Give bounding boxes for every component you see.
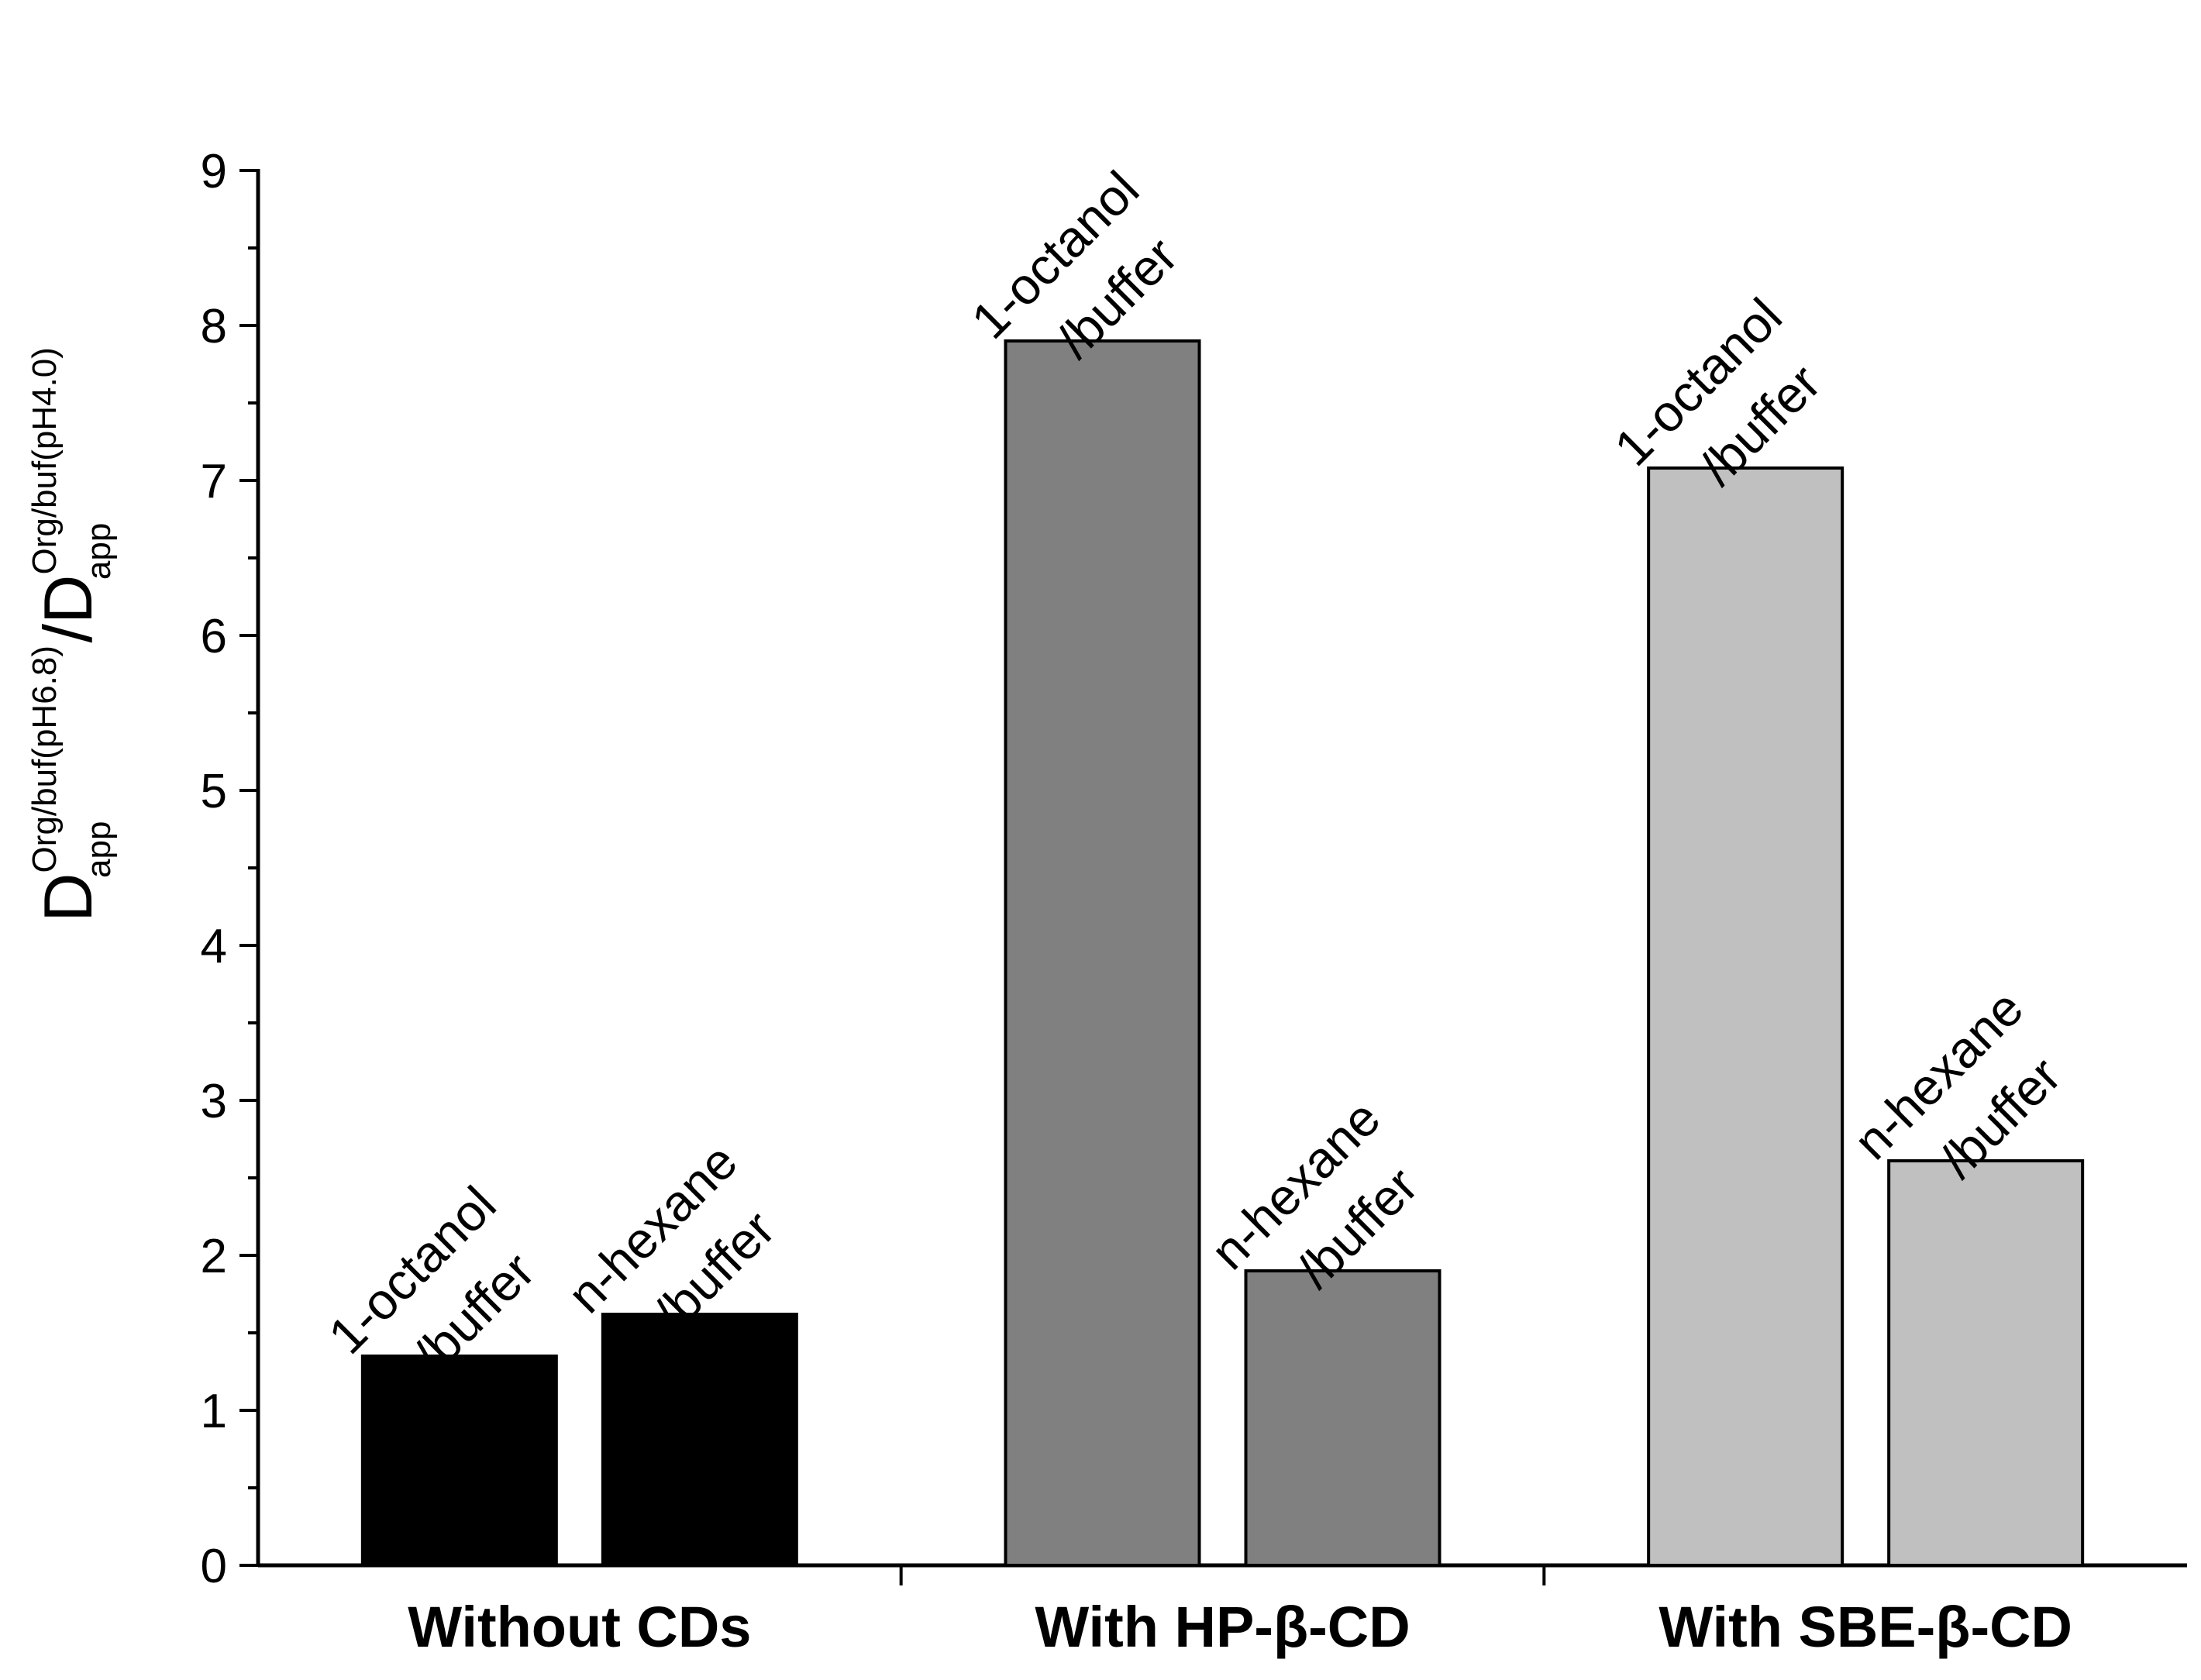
y-label-numerator-sub: app xyxy=(80,821,118,878)
y-tick-label: 1 xyxy=(201,1385,227,1438)
svg-text:DOrg/buf(pH6.8)app/DOrg/buf(pH: DOrg/buf(pH6.8) app/DOrg/buf(pH4.0) app xyxy=(26,347,118,922)
bar xyxy=(360,1355,558,1567)
y-label-denominator-sub: app xyxy=(80,523,118,580)
bar xyxy=(1647,466,1844,1567)
y-label-symbol-2: D xyxy=(29,575,106,625)
y-label-denominator-sup: Org/buf(pH4.0) xyxy=(26,347,64,574)
y-axis-label: DOrg/buf(pH6.8) app/DOrg/buf(pH4.0) app xyxy=(26,347,118,922)
y-tick-label: 3 xyxy=(201,1075,227,1128)
y-tick-label: 9 xyxy=(201,145,227,198)
y-tick-label: 5 xyxy=(201,765,227,818)
y-tick-label: 7 xyxy=(201,455,227,508)
y-tick-label: 6 xyxy=(201,610,227,663)
bar xyxy=(1004,339,1201,1567)
y-label-symbol: D xyxy=(29,873,106,922)
bar xyxy=(601,1313,798,1567)
y-tick-label: 2 xyxy=(201,1230,227,1283)
x-group-label: With SBE-β-CD xyxy=(1658,1595,2072,1659)
y-label-slash: / xyxy=(29,624,106,643)
bar xyxy=(1244,1269,1442,1567)
x-group-label: Without CDs xyxy=(408,1595,751,1659)
bar xyxy=(1887,1159,2085,1567)
y-tick-label: 0 xyxy=(201,1540,227,1593)
y-tick-label: 4 xyxy=(201,920,227,973)
x-group-label: With HP-β-CD xyxy=(1035,1595,1410,1659)
y-label-numerator-sup: Org/buf(pH6.8) xyxy=(26,645,64,873)
y-tick-label: 8 xyxy=(201,300,227,353)
